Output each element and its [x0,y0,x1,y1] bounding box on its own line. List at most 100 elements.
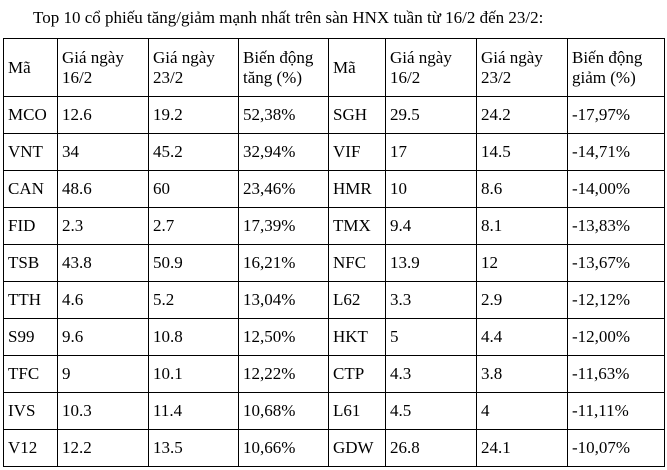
cell: 9 [57,355,149,393]
cell: 9.6 [57,318,149,356]
cell: VNT [3,133,58,171]
cell: 11.4 [148,392,239,430]
header-cell: Giá ngày 16/2 [385,38,477,97]
cell: 52,38% [238,96,329,134]
cell: TSB [3,244,58,282]
cell: HKT [328,318,386,356]
cell: 14.5 [476,133,568,171]
cell: GDW [328,429,386,467]
cell: CTP [328,355,386,393]
cell: 17 [385,133,477,171]
row: TFC 9 10.1 12,22% CTP 4.3 3.8 -11,63% [3,355,665,393]
cell: 19.2 [148,96,239,134]
cell: 8.1 [476,207,568,245]
cell: TFC [3,355,58,393]
cell: 60 [148,170,239,208]
cell: 10.8 [148,318,239,356]
cell: L62 [328,281,386,319]
cell: 4.4 [476,318,568,356]
cell: -14,00% [567,170,665,208]
cell: 13.9 [385,244,477,282]
cell: 12 [476,244,568,282]
cell: 4 [476,392,568,430]
cell: FID [3,207,58,245]
header-cell: Mã [3,38,58,97]
cell: CAN [3,170,58,208]
cell: NFC [328,244,386,282]
cell: 4.3 [385,355,477,393]
header-cell: Giá ngày 23/2 [148,38,239,97]
cell: 3.3 [385,281,477,319]
cell: 24.2 [476,96,568,134]
row: VNT 34 45.2 32,94% VIF 17 14.5 -14,71% [3,133,665,171]
cell: -17,97% [567,96,665,134]
cell: -13,67% [567,244,665,282]
cell: 8.6 [476,170,568,208]
cell: TTH [3,281,58,319]
cell: 10,66% [238,429,329,467]
header-cell: Biến động tăng (%) [238,38,329,97]
cell: 43.8 [57,244,149,282]
cell: 10.1 [148,355,239,393]
cell: -11,63% [567,355,665,393]
cell: 2.3 [57,207,149,245]
cell: 4.5 [385,392,477,430]
cell: 10.3 [57,392,149,430]
cell: 2.9 [476,281,568,319]
cell: -14,71% [567,133,665,171]
cell: 17,39% [238,207,329,245]
cell: 34 [57,133,149,171]
header-cell: Giá ngày 23/2 [476,38,568,97]
cell: 45.2 [148,133,239,171]
cell: 9.4 [385,207,477,245]
cell: TMX [328,207,386,245]
cell: 12,50% [238,318,329,356]
cell: 13,04% [238,281,329,319]
cell: 5.2 [148,281,239,319]
cell: L61 [328,392,386,430]
cell: 2.7 [148,207,239,245]
cell: 50.9 [148,244,239,282]
cell: 16,21% [238,244,329,282]
cell: -11,11% [567,392,665,430]
row: CAN 48.6 60 23,46% HMR 10 8.6 -14,00% [3,170,665,208]
row: TTH 4.6 5.2 13,04% L62 3.3 2.9 -12,12% [3,281,665,319]
cell: 12,22% [238,355,329,393]
cell: 12.6 [57,96,149,134]
cell: 24.1 [476,429,568,467]
title: Top 10 cổ phiếu tăng/giảm mạnh nhất trên… [33,8,544,27]
cell: 5 [385,318,477,356]
cell: IVS [3,392,58,430]
cell: S99 [3,318,58,356]
cell: VIF [328,133,386,171]
row: MCO 12.6 19.2 52,38% SGH 29.5 24.2 -17,97% [3,96,665,134]
cell: 10 [385,170,477,208]
cell: 13.5 [148,429,239,467]
cell: -12,12% [567,281,665,319]
cell: 26.8 [385,429,477,467]
cell: 48.6 [57,170,149,208]
cell: 10,68% [238,392,329,430]
header-row: Mã Giá ngày 16/2 Giá ngày 23/2 Biến động tă… [3,38,665,97]
header-cell: Biến động giảm (%) [567,38,665,97]
cell: -12,00% [567,318,665,356]
cell: 32,94% [238,133,329,171]
header-cell: Mã [328,38,386,97]
row: S99 9.6 10.8 12,50% HKT 5 4.4 -12,00% [3,318,665,356]
row: TSB 43.8 50.9 16,21% NFC 13.9 12 -13,67% [3,244,665,282]
cell: SGH [328,96,386,134]
row: V12 12.2 13.5 10,66% GDW 26.8 24.1 -10,07% [3,429,665,467]
cell: 3.8 [476,355,568,393]
header-cell: Giá ngày 16/2 [57,38,149,97]
cell: 29.5 [385,96,477,134]
cell: -10,07% [567,429,665,467]
cell: 23,46% [238,170,329,208]
row: IVS 10.3 11.4 10,68% L61 4.5 4 -11,11% [3,392,665,430]
cell: 12.2 [57,429,149,467]
table: Mã Giá ngày 16/2 Giá ngày 23/2 Biến động tă… [3,38,665,467]
cell: -13,83% [567,207,665,245]
cell: HMR [328,170,386,208]
cell: MCO [3,96,58,134]
cell: V12 [3,429,58,467]
